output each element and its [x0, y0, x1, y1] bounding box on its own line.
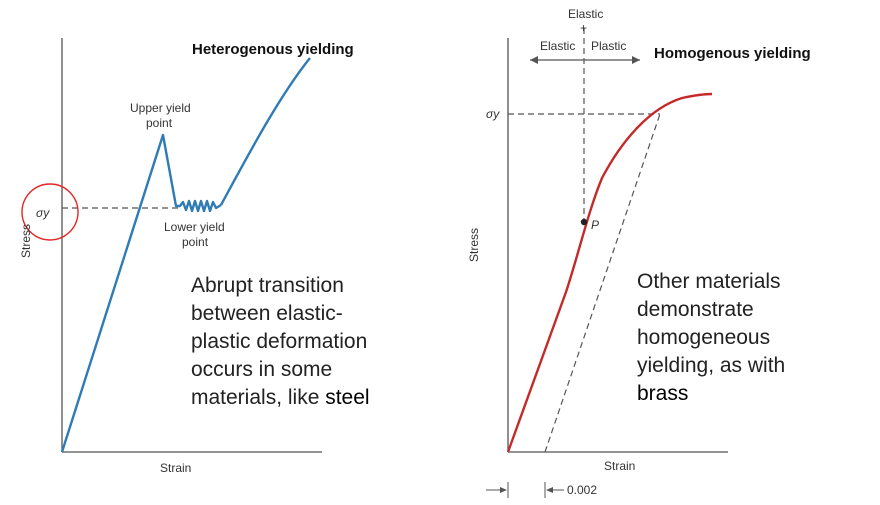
left-strain-hardening-curve [219, 57, 311, 206]
left-y-axis-label: Stress [19, 224, 33, 258]
elastic-plus-label-line1: Elastic [568, 7, 603, 21]
offset-arrow-right-head [546, 487, 553, 493]
right-sigma-y-label: σy [486, 107, 500, 121]
offset-label: 0.002 [567, 483, 597, 497]
right-stress-strain-curve [506, 92, 713, 453]
left-description-line-5: materials, like steel [191, 384, 370, 412]
sigma-y-highlight-circle [21, 183, 79, 241]
right-x-axis-label: Strain [604, 459, 635, 473]
elastic-plus-label-line2: + [580, 21, 587, 35]
right-description-line-2: demonstrate [637, 298, 754, 321]
lower-yield-label-line1: Lower yield [164, 220, 225, 234]
right-description-line-1: Other materials [637, 270, 781, 293]
left-diagram: σy Stress Strain Upper yield point Lower… [19, 38, 354, 475]
left-stress-strain-curve [60, 133, 222, 453]
elastic-label: Elastic [540, 39, 575, 53]
brass-highlight: brass [637, 382, 689, 405]
steel-highlight: steel [325, 386, 370, 409]
upper-yield-label-line2: point [146, 116, 173, 130]
offset-arrow-left-head [500, 487, 507, 493]
plastic-arrow-head [632, 56, 640, 64]
right-diagram-title: Homogenous yielding [654, 45, 811, 62]
right-diagram: P Elastic + Elastic Plastic σy Stress St… [467, 7, 811, 498]
lower-yield-label-line2: point [182, 235, 209, 249]
point-p-label: P [591, 218, 599, 232]
upper-yield-label-line1: Upper yield [130, 101, 191, 115]
right-description: Other materials demonstrate homogeneous … [637, 268, 785, 408]
left-description-line-2: between elastic- [191, 302, 343, 325]
left-diagram-title: Heterogenous yielding [192, 41, 354, 58]
left-x-axis-label: Strain [160, 461, 191, 475]
left-sigma-y-label: σy [36, 206, 50, 220]
left-description-line-3: plastic deformation [191, 330, 368, 353]
left-description-line-5-text: materials, like [191, 386, 326, 409]
right-y-axis-label: Stress [467, 228, 481, 262]
plastic-label: Plastic [591, 39, 626, 53]
right-description-line-3: homogeneous [637, 326, 771, 349]
left-description-line-4: occurs in some [191, 358, 333, 381]
elastic-arrow-head [530, 56, 538, 64]
point-p-marker [580, 218, 588, 226]
left-description-line-1: Abrupt transition [191, 274, 344, 297]
left-description: Abrupt transition between elastic- plast… [191, 272, 370, 412]
right-description-line-4: yielding, as with [637, 354, 786, 377]
